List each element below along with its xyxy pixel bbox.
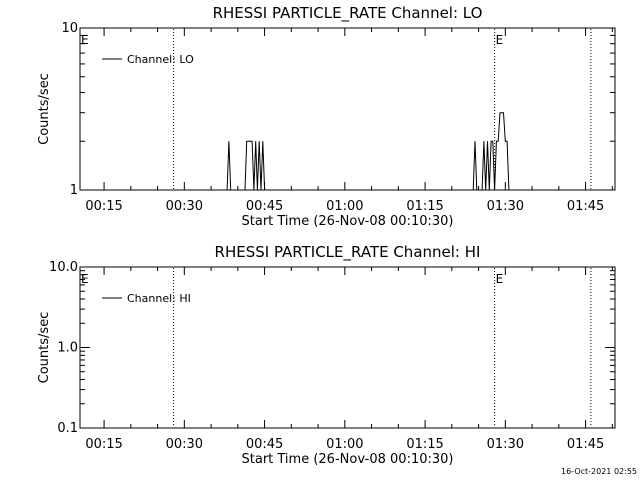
y-tick-label: 0.1 <box>57 421 78 436</box>
legend-label: Channel: LO <box>127 53 194 66</box>
x-tick-label: 01:30 <box>487 437 524 452</box>
x-tick-label: 01:15 <box>406 199 443 214</box>
x-tick-label: 01:00 <box>326 199 363 214</box>
x-tick-label: 01:30 <box>487 199 524 214</box>
y-tick-label: 1.0 <box>57 341 78 356</box>
x-axis-label: Start Time (26-Nov-08 00:10:30) <box>242 214 454 229</box>
x-tick-label: 01:00 <box>326 437 363 452</box>
x-tick-label: 00:15 <box>85 199 122 214</box>
plot-timestamp: 16-Oct-2021 02:55 <box>561 467 637 476</box>
event-mark: E <box>496 33 504 47</box>
y-axis-label: Counts/sec <box>37 312 52 384</box>
chart-title: RHESSI PARTICLE_RATE Channel: LO <box>213 4 483 23</box>
legend-label: Channel: HI <box>127 292 191 305</box>
x-tick-label: 00:30 <box>166 437 203 452</box>
y-tick-label: 10 <box>61 21 78 36</box>
x-tick-label: 01:15 <box>406 437 443 452</box>
event-mark: E <box>496 272 504 286</box>
y-axis-label: Counts/sec <box>37 73 52 145</box>
x-tick-label: 01:45 <box>567 437 604 452</box>
y-tick-label: 1 <box>70 183 78 198</box>
series-line <box>226 112 511 191</box>
event-mark: E <box>81 33 89 47</box>
x-tick-label: 00:45 <box>246 437 283 452</box>
chart-title: RHESSI PARTICLE_RATE Channel: HI <box>215 243 481 262</box>
x-tick-label: 00:15 <box>85 437 122 452</box>
x-tick-label: 01:45 <box>567 199 604 214</box>
x-tick-label: 00:45 <box>246 199 283 214</box>
x-tick-label: 00:30 <box>166 199 203 214</box>
event-mark: E <box>81 272 89 286</box>
x-axis-label: Start Time (26-Nov-08 00:10:30) <box>242 452 454 467</box>
y-tick-label: 10.0 <box>49 260 78 275</box>
